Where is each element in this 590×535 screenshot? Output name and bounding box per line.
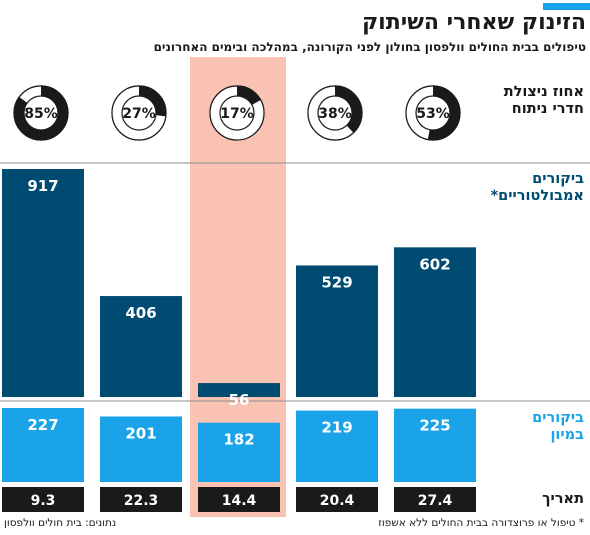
date-tick-label: 20.4 [320,493,355,509]
date-bar [296,487,378,512]
hospital-bar [296,410,378,482]
hospital-label-line2: במיון [550,426,584,443]
donut-outline-inner [415,95,451,131]
date-tick-label: 14.4 [222,493,257,509]
ambulatory-bar [198,383,280,397]
date-bar [198,487,280,512]
hospital-bar [2,408,84,482]
footnote: * טיפול או פרוצדורה בבית החולים ללא אשפו… [378,517,584,529]
hospital-bar [198,422,280,482]
hospital-bar [100,416,182,482]
source-note: נתונים: בית חולים וולפסון [4,517,117,529]
donut-outline-inner [23,95,59,131]
hospital-row-label: ביקורים במיון [532,410,584,443]
hospital-value-label: 219 [321,419,352,437]
donut-segment [308,86,362,140]
donut-value-label: 53% [416,106,450,122]
donut-value-label: 17% [220,106,254,122]
ambulatory-bar [2,169,84,397]
donut-outline [307,85,363,141]
donut-value-label: 38% [318,106,352,122]
donut-center [318,96,352,130]
date-tick-label: 22.3 [124,493,159,509]
ambulatory-label-line1: ביקורים [532,171,584,187]
donut-outline [13,85,69,141]
hospital-value-label: 201 [125,424,156,442]
date-bar [394,487,476,512]
donut-value-label: 85% [24,106,58,122]
donut-outline [209,85,265,141]
donut-center [24,96,58,130]
donut-segment [210,86,264,140]
donut-outline-inner [219,95,255,131]
donut-center [220,96,254,130]
donut-outline [405,85,461,141]
ambulatory-bar [394,247,476,397]
ambulatory-value-label: 406 [125,304,156,322]
ambulatory-bar [296,265,378,397]
ambulatory-row-label: ביקורים אמבולטוריים* [491,171,584,204]
hospital-bar [394,408,476,482]
donut-segment [406,86,460,140]
donut-outline-inner [121,95,157,131]
date-bar [2,487,84,512]
date-row-label: תאריך [542,491,584,507]
occupancy-label-line1: אחוז ניצולת [503,84,584,100]
ambulatory-value-label: 917 [27,177,58,195]
chart-title: הזינוק שאחרי השיתוק [361,10,586,35]
donut-center [122,96,156,130]
hospital-label-line1: ביקורים [532,410,584,426]
chart-subtitle: טיפולים בבית החולים וולפסון בחולון לפני … [153,40,586,54]
occupancy-row-label: אחוז ניצולת חדרי ניתוח [504,84,584,117]
hospital-value-label: 182 [223,431,254,449]
hospital-value-label: 227 [27,416,58,434]
donut-center [416,96,450,130]
ambulatory-value-label: 602 [419,255,450,273]
date-tick-label: 27.4 [418,493,453,509]
date-bar [100,487,182,512]
ambulatory-bar [100,296,182,397]
donut-outline-inner [317,95,353,131]
donut-outline [111,85,167,141]
donut-segment [112,86,166,140]
donut-value-label: 27% [122,106,156,122]
donut-segment [14,86,68,140]
ambulatory-value-label: 529 [321,273,352,291]
accent-bar [543,3,590,10]
occupancy-label-line2: חדרי ניתוח [511,100,584,117]
ambulatory-label-line2: אמבולטוריים* [490,187,584,204]
ambulatory-value-label: 56 [229,391,250,409]
date-tick-label: 9.3 [31,493,56,509]
hospital-value-label: 225 [419,417,450,435]
